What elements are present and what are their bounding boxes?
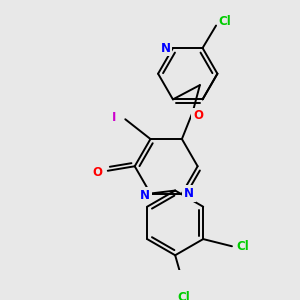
Text: Cl: Cl (219, 15, 231, 28)
Text: N: N (140, 189, 150, 202)
Text: I: I (112, 111, 117, 124)
Text: N: N (184, 187, 194, 200)
Text: O: O (193, 109, 203, 122)
Text: Cl: Cl (178, 291, 190, 300)
Text: O: O (92, 166, 102, 179)
Text: N: N (161, 41, 171, 55)
Text: Cl: Cl (236, 240, 249, 253)
